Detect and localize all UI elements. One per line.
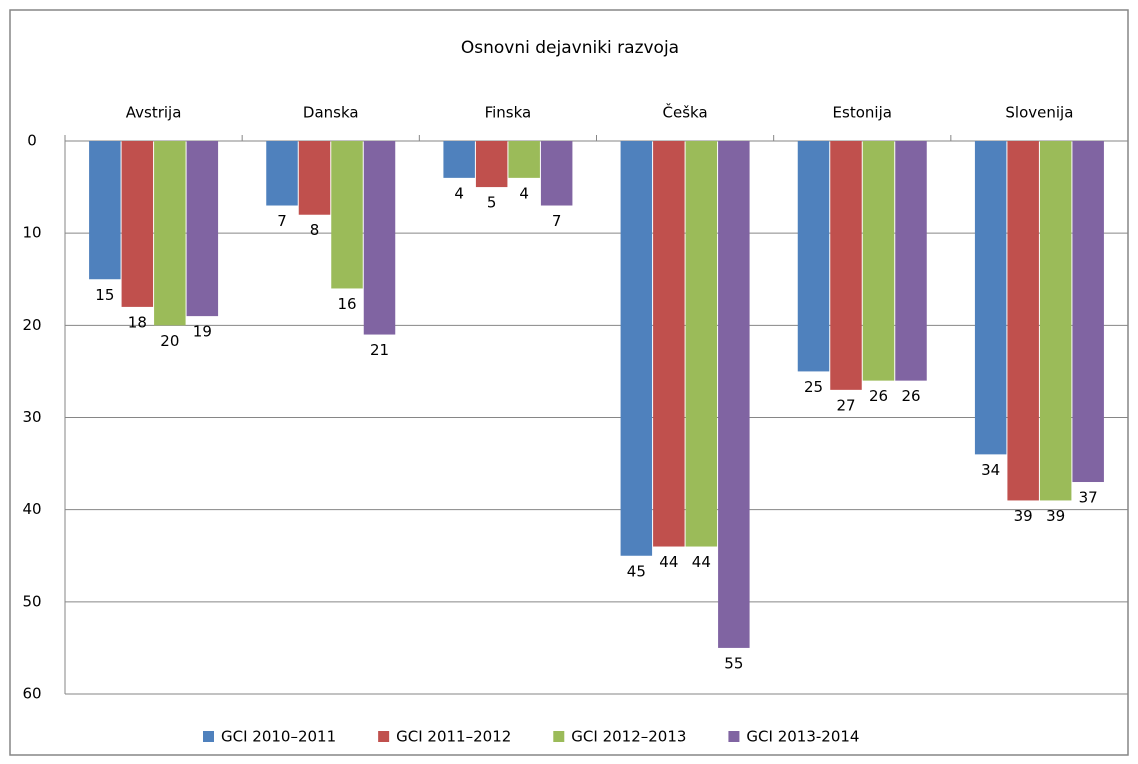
bar	[298, 141, 331, 215]
data-label: 39	[1014, 507, 1033, 525]
chart-title: Osnovni dejavniki razvoja	[461, 38, 679, 58]
data-label: 21	[370, 341, 389, 359]
bar	[830, 141, 862, 390]
x-tick-label: Avstrija	[126, 104, 182, 122]
y-tick-label: 30	[22, 408, 41, 426]
data-label: 44	[659, 553, 678, 571]
bar	[620, 141, 653, 556]
bar	[89, 141, 121, 280]
data-label: 18	[128, 313, 147, 331]
data-label: 26	[901, 387, 920, 405]
data-label: 27	[836, 396, 855, 414]
bar	[895, 141, 927, 381]
bar	[154, 141, 186, 326]
data-label: 44	[692, 553, 711, 571]
data-label: 34	[981, 461, 1000, 479]
bar	[797, 141, 830, 372]
bar	[363, 141, 396, 335]
bar	[653, 141, 685, 547]
y-tick-label: 50	[22, 592, 41, 610]
bar	[475, 141, 508, 188]
bar	[266, 141, 298, 206]
data-label: 8	[310, 221, 320, 239]
legend-label: GCI 2010–2011	[221, 728, 336, 746]
y-tick-label: 0	[27, 132, 37, 150]
x-tick-label: Češka	[663, 103, 708, 122]
legend-marker	[378, 731, 390, 742]
bar	[443, 141, 475, 178]
x-tick-label: Estonija	[833, 104, 892, 122]
legend-label: GCI 2011–2012	[396, 728, 511, 746]
data-label: 7	[277, 212, 287, 230]
bar	[974, 141, 1007, 455]
legend-label: GCI 2012–2013	[571, 728, 686, 746]
data-label: 15	[95, 286, 114, 304]
bar	[508, 141, 540, 178]
bar	[718, 141, 750, 648]
data-label: 39	[1046, 507, 1065, 525]
legend-label: GCI 2013-2014	[746, 728, 859, 746]
bar	[540, 141, 573, 206]
data-label: 5	[487, 194, 497, 212]
y-tick-label: 40	[22, 500, 41, 518]
data-label: 4	[519, 184, 529, 202]
y-tick-label: 20	[22, 316, 41, 334]
data-label: 7	[552, 212, 562, 230]
x-tick-label: Danska	[303, 104, 359, 122]
legend-marker	[728, 731, 740, 742]
bar	[121, 141, 154, 307]
bar	[1072, 141, 1104, 483]
data-label: 19	[193, 323, 212, 341]
bar	[862, 141, 895, 381]
x-tick-label: Slovenija	[1005, 104, 1073, 122]
data-label: 4	[454, 184, 464, 202]
chart-border	[9, 9, 1129, 756]
data-label: 26	[869, 387, 888, 405]
data-label: 37	[1079, 489, 1098, 507]
bar	[186, 141, 219, 317]
legend-marker	[203, 731, 214, 742]
data-label: 45	[627, 562, 646, 580]
bar	[331, 141, 363, 289]
bar	[1007, 141, 1039, 501]
x-tick-label: Finska	[485, 104, 532, 122]
data-label: 55	[724, 654, 743, 672]
data-label: 16	[337, 295, 356, 313]
y-tick-label: 10	[22, 224, 41, 242]
legend-marker	[553, 731, 565, 742]
data-label: 20	[160, 332, 179, 350]
bar	[1039, 141, 1072, 501]
y-tick-label: 60	[22, 685, 41, 703]
bar	[685, 141, 718, 547]
data-label: 25	[804, 378, 823, 396]
